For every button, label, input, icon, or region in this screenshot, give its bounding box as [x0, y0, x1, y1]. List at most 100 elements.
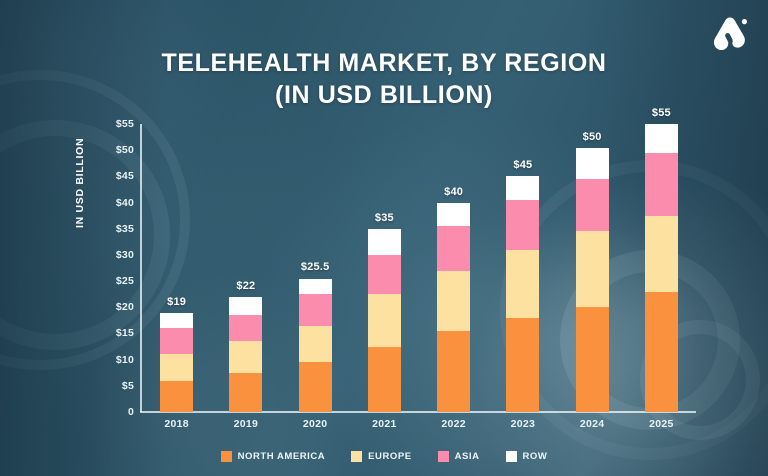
brand-a-logo-icon	[706, 10, 754, 58]
bar-stack[interactable]	[367, 228, 401, 412]
bar-group-2024[interactable]: $50	[558, 118, 627, 412]
legend-item-north-america[interactable]: NORTH AMERICA	[220, 451, 326, 462]
bar-total-label: $40	[444, 185, 464, 198]
bar-segment-europe[interactable]	[575, 231, 609, 308]
bar-series-container: $19 $22 $25.5 $35 $40 $45 $50 $55	[142, 107, 696, 412]
bar-stack[interactable]	[506, 176, 540, 412]
bar-total-label: $35	[374, 211, 394, 224]
bar-segment-north-america[interactable]	[367, 346, 401, 412]
bar-segment-north-america[interactable]	[160, 380, 194, 412]
bar-group-2025[interactable]: $55	[627, 107, 696, 412]
title-line-1: TELEHEALTH MARKET, BY REGION	[161, 49, 607, 77]
bar-segment-row[interactable]	[298, 278, 332, 295]
bar-total-label: $55	[651, 107, 671, 119]
bar-segment-row[interactable]	[229, 296, 263, 316]
y-axis-tick-label: $40	[115, 196, 134, 209]
bar-segment-europe[interactable]	[506, 249, 540, 318]
legend-item-row[interactable]: ROW	[505, 451, 548, 462]
y-axis-tick-label: $45	[115, 170, 134, 183]
x-axis-label-2024: 2024	[579, 418, 605, 430]
bar-segment-row[interactable]	[506, 176, 540, 200]
y-axis-ticks: $55 $50 $45 $40 $35 $30 $25 $20 $15 $10 $5 0	[96, 118, 138, 418]
x-axis-label-2021: 2021	[372, 418, 397, 430]
bar-stack[interactable]	[575, 147, 609, 412]
y-axis-tick-label: $10	[115, 353, 134, 366]
legend-label: EUROPE	[368, 451, 412, 462]
y-axis-tick-label: $20	[115, 301, 134, 314]
bar-total-label: $19	[167, 295, 187, 308]
x-axis-label-2023: 2023	[510, 418, 536, 430]
legend-swatch-icon	[437, 451, 449, 462]
bar-stack[interactable]	[644, 124, 678, 412]
x-axis-label-2022: 2022	[441, 418, 466, 430]
bar-group-2023[interactable]: $45	[488, 118, 557, 412]
x-axis-label-2020: 2020	[302, 418, 328, 430]
y-axis-title: IN USD BILLION	[74, 137, 86, 228]
chart-plot-area: IN USD BILLION $55 $50 $45 $40 $35 $30 $25 $20 $…	[74, 107, 696, 418]
y-axis-tick-label: $30	[115, 248, 134, 261]
bar-segment-north-america[interactable]	[506, 317, 540, 412]
x-axis-label-2019: 2019	[233, 418, 259, 430]
legend-swatch-icon	[505, 451, 517, 462]
y-axis-tick-label: $55	[115, 118, 134, 130]
bar-segment-row[interactable]	[437, 202, 471, 227]
x-axis-line	[140, 411, 696, 413]
legend-swatch-icon	[351, 451, 363, 462]
legend-label: NORTH AMERICA	[237, 451, 326, 462]
bar-segment-north-america[interactable]	[575, 307, 609, 412]
bar-group-2022[interactable]: $40	[419, 118, 488, 412]
bar-total-label: $45	[513, 159, 533, 172]
bar-total-label: $22	[236, 279, 256, 292]
bar-segment-row[interactable]	[160, 312, 194, 329]
legend-swatch-icon	[220, 451, 232, 462]
bar-segment-europe[interactable]	[437, 270, 471, 331]
chart-legend: NORTH AMERICA EUROPE ASIA ROW	[0, 451, 768, 462]
bar-segment-europe[interactable]	[367, 294, 401, 347]
bar-segment-asia[interactable]	[437, 226, 471, 271]
y-axis-tick-label: $25	[115, 275, 134, 288]
legend-label: ASIA	[454, 451, 480, 462]
bar-segment-row[interactable]	[644, 124, 678, 153]
bar-segment-north-america[interactable]	[229, 372, 263, 412]
bar-stack[interactable]	[298, 278, 332, 412]
bar-segment-row[interactable]	[367, 228, 401, 255]
x-axis-label-2018: 2018	[164, 418, 189, 430]
y-axis-tick-label: $35	[115, 222, 134, 235]
legend-item-europe[interactable]: EUROPE	[351, 451, 411, 462]
bar-group-2018[interactable]: $19	[142, 118, 211, 412]
bar-group-2021[interactable]: $35	[350, 118, 419, 412]
bar-segment-europe[interactable]	[298, 325, 332, 363]
title-line-2: (IN USD BILLION)	[275, 80, 493, 109]
bar-stack[interactable]	[437, 202, 471, 412]
bar-group-2020[interactable]: $25.5	[281, 118, 350, 412]
bar-segment-row[interactable]	[575, 147, 609, 179]
bar-segment-europe[interactable]	[160, 354, 194, 381]
page-title: TELEHEALTH MARKET, BY REGION (IN USD BIL…	[0, 48, 768, 112]
bar-segment-asia[interactable]	[367, 254, 401, 295]
bar-group-2019[interactable]: $22	[211, 118, 280, 412]
bar-segment-north-america[interactable]	[644, 291, 678, 412]
legend-item-asia[interactable]: ASIA	[437, 451, 480, 462]
bar-segment-asia[interactable]	[644, 152, 678, 216]
bar-segment-asia[interactable]	[298, 294, 332, 326]
y-axis-tick-label: 0	[127, 406, 134, 418]
y-axis-tick-label: $15	[115, 327, 134, 340]
bar-segment-europe[interactable]	[229, 341, 263, 373]
bar-total-label: $50	[582, 130, 602, 143]
bar-segment-north-america[interactable]	[437, 330, 471, 412]
bar-stack[interactable]	[229, 296, 263, 412]
bar-stack[interactable]	[160, 312, 194, 412]
y-axis-tick-label: $50	[115, 144, 134, 157]
x-axis-label-2025: 2025	[649, 418, 674, 430]
legend-label: ROW	[522, 451, 548, 462]
bar-segment-north-america[interactable]	[298, 362, 332, 412]
bar-segment-asia[interactable]	[506, 199, 540, 250]
bar-total-label: $25.5	[300, 261, 330, 274]
y-axis-tick-label: $5	[121, 379, 134, 392]
y-axis-line	[140, 124, 142, 412]
bar-segment-europe[interactable]	[644, 215, 678, 292]
bar-segment-asia[interactable]	[575, 179, 609, 232]
bar-segment-asia[interactable]	[229, 315, 263, 342]
bar-segment-asia[interactable]	[160, 328, 194, 355]
x-axis-labels: 2018 2019 2020 2021 2022 2023 2024 2025	[142, 418, 696, 430]
